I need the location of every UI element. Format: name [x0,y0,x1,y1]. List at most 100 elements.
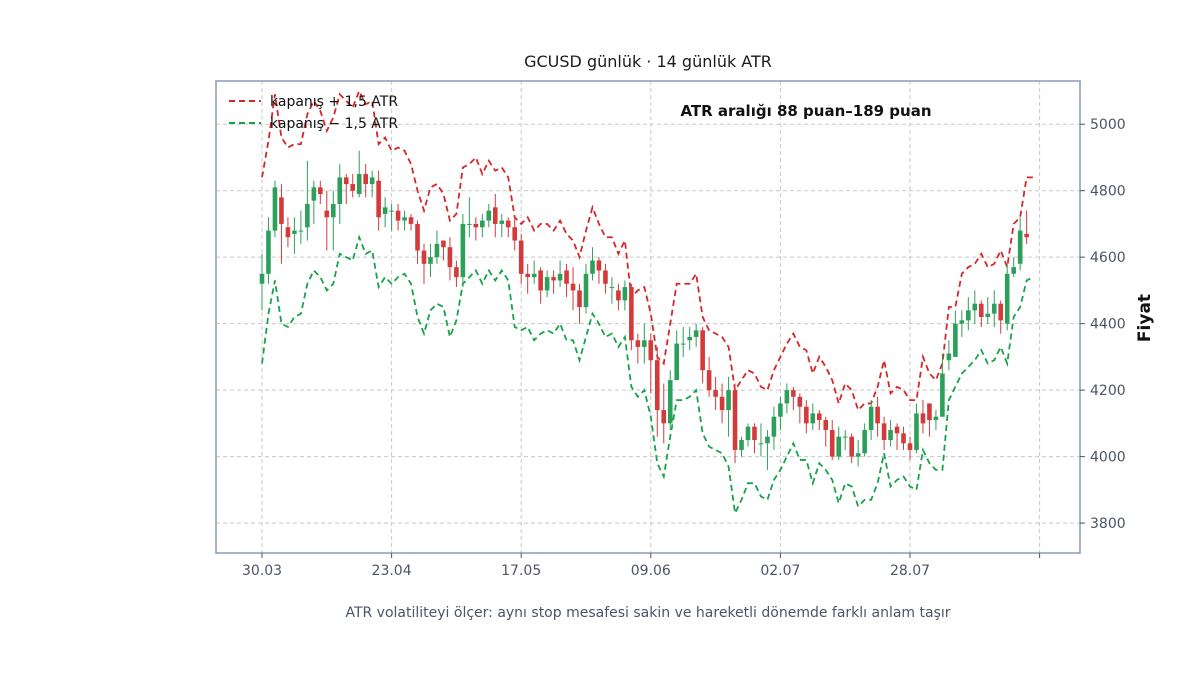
candle-down [324,190,330,251]
candle-body [875,406,880,424]
candle-down [732,383,738,464]
candle-down [343,174,349,204]
candle-down [797,393,803,424]
candle-down [441,240,446,261]
candle-up [953,310,958,357]
candle-down [318,180,323,204]
candle-down [661,383,667,444]
candle-body [467,223,472,225]
candle-up [428,243,433,278]
candle-down [978,300,984,327]
candle-up [356,150,362,198]
candle-body [298,230,304,232]
candle-up [758,423,764,457]
candle-body [648,340,654,361]
candle-up [693,323,699,347]
candle-down [713,376,718,411]
candle-body [518,240,524,274]
candle-body [577,290,582,308]
candle-up [765,430,770,470]
atr-range-annotation: ATR aralığı 88 puan–189 puan [680,102,931,120]
y-tick-label: 4000 [1090,450,1126,466]
candle-body [862,430,867,454]
candle-body [953,323,958,357]
candle-up [266,217,271,284]
atr-bands [261,88,1034,517]
candle-body [797,396,803,407]
candle-down [551,270,556,294]
candle-body [292,230,297,234]
candle-down [285,217,291,248]
candle-down [525,263,530,294]
y-tick-label: 3800 [1090,516,1126,532]
candle-up [972,290,978,324]
candle-body [940,373,945,417]
candle-body [616,290,621,301]
grid-lines [216,81,1080,553]
candle-body [693,330,699,337]
candle-down [849,433,854,464]
candle-up [868,400,874,440]
candle-down [1024,210,1029,244]
candle-body [603,270,608,284]
candle-body [972,303,978,311]
candle-up [726,376,731,437]
candle-up [914,403,919,454]
candle-body [868,406,874,431]
candle-body [408,217,414,224]
candle-down [505,217,511,238]
candle-body [609,287,615,289]
candle-body [486,210,492,221]
candle-up [855,439,861,467]
candle-down [564,263,569,298]
candle-body [512,227,518,241]
candle-body [706,370,712,391]
candle-body [687,336,692,341]
candle-up [337,164,343,224]
candle-body [998,303,1004,321]
chart-title: GCUSD günlük · 14 günlük ATR [524,52,772,71]
candle-up [946,340,952,371]
candle-body [499,220,505,224]
candle-body [428,257,433,264]
candle-body [557,273,563,281]
candle-body [991,303,997,314]
candle-body [946,353,952,361]
candle-body [816,413,822,421]
candle-body [305,203,310,228]
candle-down [350,174,356,198]
candle-body [266,230,271,274]
candle-body [454,267,459,278]
candle-body [492,207,498,224]
candle-up [499,213,505,238]
candle-body [661,410,667,424]
candle-up [544,270,550,298]
candle-down [829,420,835,460]
candle-down [654,346,660,437]
candle-body [829,430,835,457]
candle-body [635,340,641,347]
candle-body [667,380,673,424]
candle-up [434,230,440,264]
candle-down [518,233,524,284]
candle-body [771,416,777,437]
x-tick-label: 30.03 [242,563,282,579]
candle-body [564,270,569,284]
candle-up [862,423,867,457]
candle-down [907,436,913,460]
candle-body [726,390,731,411]
candle-body [700,330,705,371]
candle-up [486,203,492,228]
y-tick-label: 4600 [1090,250,1126,266]
y-tick-label: 4800 [1090,184,1126,200]
candle-up [771,406,777,450]
candle-down [415,220,420,264]
x-tick-label: 17.05 [501,563,541,579]
candle-body [758,443,764,445]
candle-up [480,213,485,238]
candle-body [855,453,861,457]
candle-up [940,353,945,417]
candle-up [389,203,394,231]
candle-up [778,396,783,431]
candle-up [959,310,965,337]
